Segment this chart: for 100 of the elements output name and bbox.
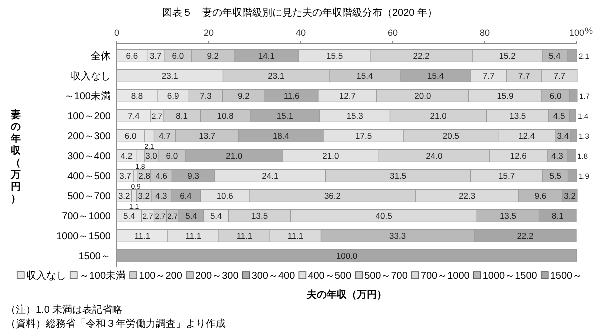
data-label: 33.3 — [390, 231, 406, 242]
x-tick-label: 80 — [480, 28, 490, 38]
data-label: 3.2 — [564, 191, 576, 202]
text: （資料）総務省「令和３年労働力調査」より作成 — [6, 318, 226, 330]
y-tick-label: 500～700 — [68, 192, 112, 202]
data-label: 14.1 — [258, 51, 276, 62]
legend-label: 300～400 — [252, 271, 296, 282]
data-label: 5.4 — [210, 211, 223, 222]
data-label: 21.0 — [226, 151, 243, 162]
data-label: 3.4 — [557, 131, 570, 142]
data-label: 7.7 — [554, 71, 566, 82]
data-label: 4.5 — [553, 111, 566, 122]
legend-label: 収入なし — [26, 270, 66, 282]
data-label: 15.5 — [326, 51, 344, 62]
data-label: 11.1 — [186, 231, 202, 242]
data-label: 6.4 — [180, 191, 192, 202]
data-label: 13.5 — [252, 211, 268, 222]
data-label: 20.0 — [414, 91, 432, 102]
data-label: 5.5 — [550, 171, 562, 182]
data-label: 40.5 — [376, 211, 393, 222]
x-tick-label: 40 — [296, 28, 306, 38]
data-label: 13.5 — [510, 111, 526, 122]
data-label: 2.8 — [138, 171, 151, 182]
data-label: 3.7 — [120, 171, 132, 182]
data-label: 6.0 — [550, 91, 562, 102]
legend-label: 100～200 — [139, 271, 183, 282]
data-label: 100.0 — [336, 251, 358, 262]
y-tick-label: 収入なし — [71, 70, 111, 82]
y-tick-label: 1500～ — [78, 252, 111, 262]
data-label: 12.4 — [518, 131, 536, 142]
data-label: 6.0 — [166, 151, 178, 162]
x-axis-title: 夫の年収（万円） — [306, 289, 387, 301]
data-label: 24.1 — [262, 171, 279, 182]
x-tick-label: 20 — [204, 28, 214, 38]
data-label: 23.1 — [162, 71, 179, 82]
data-label: 4.6 — [156, 171, 168, 182]
data-label: 4.7 — [159, 131, 172, 142]
text: % — [585, 26, 594, 36]
y-tick-label: 100～200 — [68, 112, 112, 122]
y-axis-title: 妻の年収（万円） — [11, 110, 21, 205]
data-label: 8.1 — [176, 111, 188, 122]
data-label: 9.3 — [188, 171, 200, 182]
data-label: 4.3 — [155, 191, 168, 202]
data-label: 21.0 — [430, 111, 448, 122]
data-label: 15.4 — [356, 71, 374, 82]
y-tick-label: 400～500 — [68, 172, 112, 182]
data-label: 7.3 — [200, 91, 212, 102]
data-label: 20.5 — [442, 131, 460, 142]
legend-label: 1500～ — [550, 271, 583, 282]
x-tick-label: 60 — [388, 28, 398, 38]
data-label: 13.7 — [199, 131, 216, 142]
data-label: 9.6 — [534, 191, 547, 202]
legend-label: 200～300 — [195, 271, 240, 282]
data-label: 6.6 — [126, 51, 138, 62]
data-label: 5.4 — [124, 211, 136, 222]
data-label: 22.2 — [413, 51, 430, 62]
legend-label: 500～700 — [364, 271, 408, 282]
data-label: 3.2 — [138, 191, 150, 202]
data-label: 11.1 — [134, 231, 151, 242]
data-label: 5.4 — [186, 211, 198, 222]
data-label: 10.6 — [216, 191, 234, 202]
legend-label: 400～500 — [308, 271, 352, 282]
data-label: 23.1 — [268, 71, 285, 82]
text: （注）1.0 未満は表記省略 — [6, 304, 123, 316]
data-label: 11.1 — [288, 231, 304, 242]
y-tick-label: ～100未満 — [64, 90, 111, 102]
data-label: 3.0 — [146, 151, 158, 162]
data-label: 3.7 — [150, 51, 162, 62]
x-tick-label: 100 — [569, 28, 585, 38]
data-label: 6.9 — [167, 91, 180, 102]
data-label: 36.2 — [324, 191, 342, 202]
data-label: 6.0 — [172, 51, 184, 62]
data-label: 4.2 — [120, 151, 133, 162]
data-label: 8.8 — [131, 91, 144, 102]
data-label: 8.1 — [552, 211, 564, 222]
y-tick-label: 1000～1500 — [56, 232, 112, 242]
data-label: 11.1 — [236, 231, 253, 242]
x-tick-label: 0 — [114, 28, 120, 38]
data-label: 12.6 — [510, 151, 528, 162]
data-label: 9.2 — [238, 91, 250, 102]
y-tick-label: 300～400 — [68, 152, 112, 162]
data-label: 12.7 — [339, 91, 356, 102]
data-label: 21.0 — [322, 151, 340, 162]
title: 図表５ 妻の年収階級別に見た夫の年収階級分布（2020 年） — [162, 8, 438, 19]
data-label: 15.3 — [346, 111, 364, 122]
y-tick-label: 全体 — [91, 50, 111, 62]
data-label: 7.7 — [518, 71, 531, 82]
data-label: 3.2 — [118, 191, 131, 202]
data-label: 15.2 — [499, 51, 516, 62]
y-tick-label: 700～1000 — [62, 212, 112, 222]
data-label: 22.2 — [517, 231, 534, 242]
legend-label: 1000～1500 — [482, 271, 538, 282]
data-label: 15.4 — [428, 71, 444, 82]
data-label: 7.4 — [128, 111, 140, 122]
data-label: 22.3 — [459, 191, 476, 202]
data-label: 24.0 — [426, 151, 443, 162]
data-label: 17.5 — [356, 131, 372, 142]
legend-label: 700～1000 — [420, 271, 470, 282]
data-label: 18.4 — [272, 131, 290, 142]
data-label: 15.9 — [497, 91, 514, 102]
